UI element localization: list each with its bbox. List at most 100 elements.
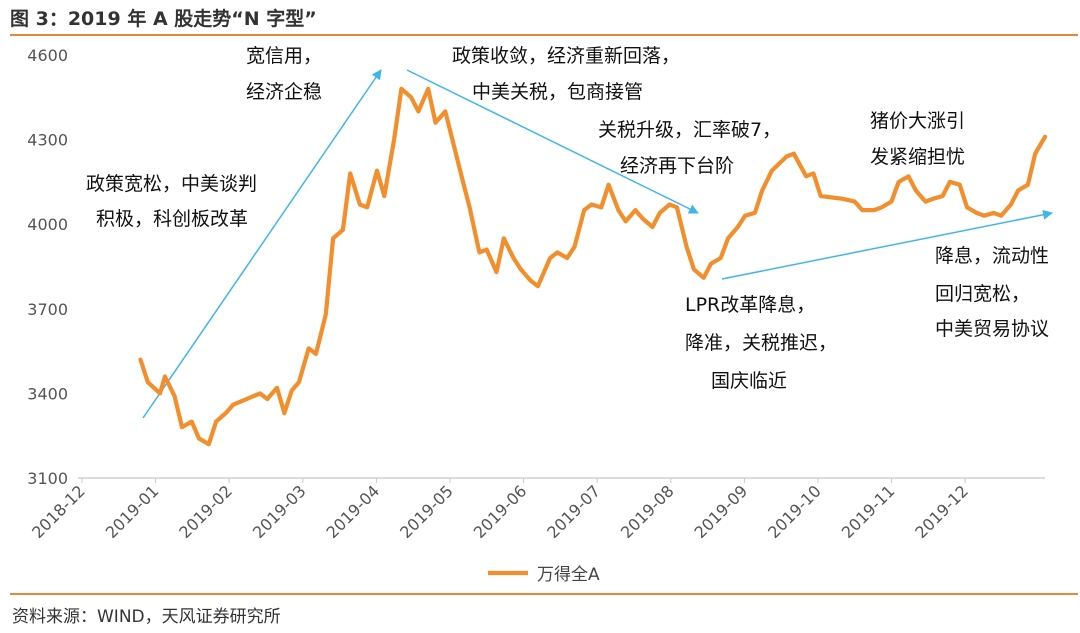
x-tick-label: 2019-06 — [470, 481, 531, 542]
data-point — [792, 152, 796, 156]
data-point — [811, 171, 815, 175]
data-point — [999, 214, 1003, 218]
data-point — [651, 225, 655, 229]
data-point — [297, 380, 301, 384]
data-point — [692, 267, 696, 271]
data-point — [702, 276, 706, 280]
annotation-pork-price: 猪价大涨引 发紧缩担忧 — [870, 110, 965, 168]
data-point — [607, 183, 611, 187]
data-point — [641, 217, 645, 221]
data-point — [519, 267, 523, 271]
trend-arrows — [142, 69, 1053, 419]
annotation-line: 回归宽松， — [935, 283, 1030, 305]
legend: 万得全A — [488, 565, 600, 585]
data-point — [365, 205, 369, 209]
x-axis-tick-labels: 2018-12 2019-01 2019-02 2019-03 2019-04 2019-… — [28, 478, 972, 542]
data-point — [633, 208, 637, 212]
data-point — [275, 386, 279, 390]
data-point — [190, 420, 194, 424]
x-tick-label: 2019-11 — [838, 481, 899, 542]
data-point — [719, 256, 723, 260]
series-line-wind-all-a — [138, 86, 1048, 447]
annotation-line: 积极，科创板改革 — [96, 208, 248, 230]
data-point — [573, 245, 577, 249]
x-tick-label: 2018-12 — [28, 481, 89, 542]
x-tick-label: 2019-08 — [617, 481, 678, 542]
data-point — [426, 87, 430, 91]
data-point — [819, 194, 823, 198]
data-point — [290, 389, 294, 393]
data-point — [853, 200, 857, 204]
data-point — [207, 442, 211, 446]
data-point — [331, 236, 335, 240]
data-point — [375, 169, 379, 173]
data-point — [753, 211, 757, 215]
y-tick-label: 4300 — [27, 131, 68, 150]
y-axis-tick-labels: 3100 3400 3700 4000 4300 4600 — [27, 46, 68, 488]
data-point — [197, 437, 201, 441]
data-point — [931, 197, 935, 201]
annotation-credit-easing: 宽信用， 经济企稳 — [246, 45, 322, 103]
data-point — [1043, 135, 1047, 139]
data-point — [897, 180, 901, 184]
data-point — [173, 394, 177, 398]
data-point — [785, 155, 789, 159]
data-point — [743, 214, 747, 218]
y-tick-label: 3100 — [27, 469, 68, 488]
y-tick-label: 4000 — [27, 215, 68, 234]
data-point — [590, 203, 594, 207]
trend-arrow-up — [142, 69, 382, 419]
data-point — [616, 208, 620, 212]
annotation-rate-cut: 降息，流动性 回归宽松， 中美贸易协议 — [935, 245, 1049, 340]
data-point — [146, 380, 150, 384]
data-point — [548, 256, 552, 260]
data-point — [804, 174, 808, 178]
data-point — [536, 284, 540, 288]
annotation-line: 中美关税，包商接管 — [472, 81, 643, 103]
annotation-policy-easing: 政策宽松，中美谈判 积极，科创板改革 — [86, 173, 257, 230]
annotation-line: 发紧缩担忧 — [870, 146, 965, 168]
data-point — [1009, 203, 1013, 207]
data-point — [948, 180, 952, 184]
data-point — [658, 211, 662, 215]
data-point — [675, 205, 679, 209]
data-point — [485, 248, 489, 252]
x-tick-label: 2019-09 — [691, 481, 752, 542]
annotation-line: 宽信用， — [246, 45, 322, 67]
data-point — [477, 250, 481, 254]
data-point — [358, 203, 362, 207]
data-point — [139, 358, 143, 362]
data-point — [736, 225, 740, 229]
data-point — [860, 208, 864, 212]
annotation-line: 关税升级，汇率破7， — [598, 119, 781, 141]
data-point — [214, 420, 218, 424]
annotation-line: 猪价大涨引 — [870, 110, 965, 132]
data-point — [668, 203, 672, 207]
data-point — [982, 214, 986, 218]
data-point — [341, 228, 345, 232]
y-tick-label: 4600 — [27, 46, 68, 65]
annotation-tariff-upgrade: 关税升级，汇率破7， 经济再下台阶 — [598, 119, 781, 177]
x-tick-label: 2019-01 — [102, 481, 163, 542]
x-tick-label: 2019-04 — [323, 481, 384, 542]
figure-title: 图 3：2019 年 A 股走势“N 字型” — [10, 8, 317, 30]
data-point — [392, 138, 396, 142]
data-point — [565, 256, 569, 260]
data-point — [265, 397, 269, 401]
data-point — [907, 174, 911, 178]
data-point — [163, 375, 167, 379]
annotation-lpr-reform: LPR改革降息， 降准，关税推迟， 国庆临近 — [685, 294, 837, 392]
annotation-line: 经济企稳 — [246, 81, 322, 103]
data-point — [258, 391, 262, 395]
trend-arrow-recovery — [721, 209, 1053, 280]
data-point — [889, 200, 893, 204]
data-point — [180, 425, 184, 429]
data-point — [409, 95, 413, 99]
data-point — [468, 205, 472, 209]
annotation-line: 政策宽松，中美谈判 — [86, 173, 257, 195]
data-point — [685, 245, 689, 249]
bottom-rule — [10, 593, 1078, 595]
data-point — [324, 312, 328, 316]
data-point — [1016, 188, 1020, 192]
